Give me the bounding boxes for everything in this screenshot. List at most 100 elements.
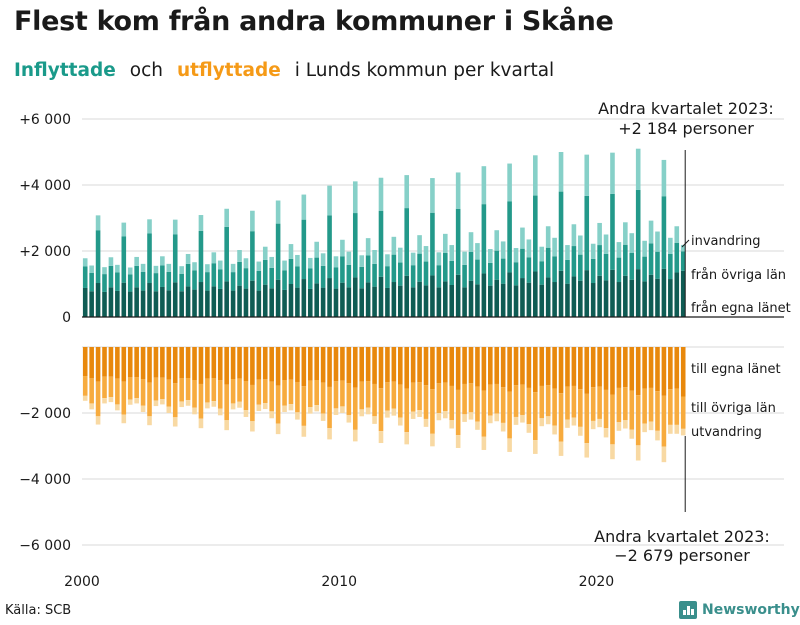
bar-in-1: [134, 265, 139, 288]
bar-in-1: [488, 262, 493, 286]
bar-in-0: [526, 282, 532, 317]
bar-out-1: [82, 376, 88, 396]
bar-out-0: [134, 347, 139, 378]
bar-out-1: [423, 385, 429, 419]
bar-out-0: [127, 347, 133, 378]
bar-in-0: [147, 283, 152, 317]
bar-in-0: [661, 268, 667, 317]
bar-in-2: [288, 244, 294, 259]
bar-in-0: [436, 287, 442, 317]
bar-out-0: [623, 347, 628, 388]
bar-out-0: [230, 347, 236, 380]
bar-out-2: [160, 399, 165, 405]
bar-in-1: [224, 226, 229, 282]
bar-in-0: [655, 278, 660, 317]
bar-in-0: [262, 284, 268, 317]
bar-in-0: [359, 288, 365, 317]
bar-in-2: [262, 246, 268, 260]
bar-in-2: [160, 256, 165, 266]
bar-in-2: [275, 200, 281, 224]
bar-out-0: [558, 347, 564, 394]
newsworthy-logo[interactable]: Newsworthy: [679, 601, 800, 619]
bar-in-2: [127, 267, 133, 275]
bar-out-2: [616, 422, 622, 431]
bar-out-0: [423, 347, 429, 386]
bar-in-2: [520, 227, 525, 249]
bar-out-0: [198, 347, 204, 384]
bar-in-2: [539, 246, 545, 262]
bar-out-1: [295, 381, 300, 413]
bar-out-0: [616, 347, 622, 388]
bar-out-2: [346, 414, 352, 423]
bar-out-0: [417, 347, 422, 383]
bar-in-1: [256, 270, 262, 291]
bar-in-2: [346, 251, 352, 265]
bar-out-1: [642, 388, 647, 424]
bar-out-1: [108, 376, 114, 398]
bar-out-2: [455, 435, 461, 448]
bar-out-1: [668, 389, 673, 425]
annotation-top-line2: +2 184 personer: [618, 119, 754, 138]
bar-out-1: [539, 385, 545, 419]
bar-in-1: [648, 243, 654, 275]
bar-out-1: [661, 395, 667, 447]
bar-out-2: [301, 425, 307, 437]
bar-in-2: [680, 244, 686, 252]
bar-in-2: [449, 245, 455, 261]
subtitle-och: och: [129, 60, 164, 81]
bar-out-2: [333, 408, 339, 415]
bar-in-0: [488, 285, 493, 317]
bar-out-1: [455, 389, 461, 436]
bar-in-0: [198, 282, 204, 317]
bar-out-1: [134, 377, 139, 399]
bar-in-2: [584, 154, 590, 196]
bar-in-1: [410, 265, 416, 288]
bar-out-2: [262, 403, 268, 410]
bar-out-2: [147, 416, 152, 426]
bar-out-0: [475, 347, 480, 387]
bar-in-1: [629, 252, 635, 280]
bar-in-2: [597, 222, 602, 246]
bar-in-1: [500, 258, 506, 284]
bar-in-1: [172, 234, 178, 283]
bar-out-1: [584, 393, 590, 444]
bar-in-2: [481, 166, 487, 205]
bar-out-0: [674, 347, 680, 389]
y-tick-label: +6 000: [19, 112, 71, 128]
bar-out-2: [590, 420, 596, 430]
bar-out-2: [526, 424, 532, 433]
bar-out-0: [610, 347, 615, 395]
bar-out-0: [314, 347, 319, 380]
bar-out-1: [404, 388, 410, 433]
bar-out-0: [153, 347, 159, 378]
chart-subtitle: Inflyttade och utflyttade i Lunds kommun pe…: [14, 60, 568, 81]
bar-out-0: [507, 347, 512, 392]
bar-in-2: [282, 260, 287, 271]
bar-in-1: [462, 264, 467, 288]
bar-in-0: [179, 291, 184, 317]
bar-out-2: [198, 418, 204, 429]
bar-out-0: [449, 347, 455, 386]
bar-in-2: [179, 266, 184, 274]
bar-out-2: [166, 406, 172, 413]
bar-out-0: [494, 347, 500, 384]
bar-out-1: [115, 378, 120, 405]
bar-in-2: [616, 242, 622, 258]
bar-out-2: [307, 407, 313, 414]
bar-out-0: [404, 347, 410, 389]
bar-in-1: [520, 248, 525, 279]
bar-out-1: [314, 380, 319, 406]
bar-out-0: [217, 347, 223, 381]
bar-out-2: [134, 398, 139, 404]
bar-in-0: [346, 287, 352, 317]
bar-out-0: [237, 347, 242, 379]
bar-in-1: [623, 244, 628, 276]
bar-in-2: [455, 172, 461, 209]
bar-in-1: [108, 265, 114, 288]
bar-in-0: [623, 275, 628, 317]
bar-out-1: [648, 387, 654, 422]
bar-out-1: [655, 391, 660, 431]
bar-out-2: [314, 405, 319, 412]
bar-out-0: [320, 347, 326, 383]
bar-in-1: [468, 251, 474, 281]
